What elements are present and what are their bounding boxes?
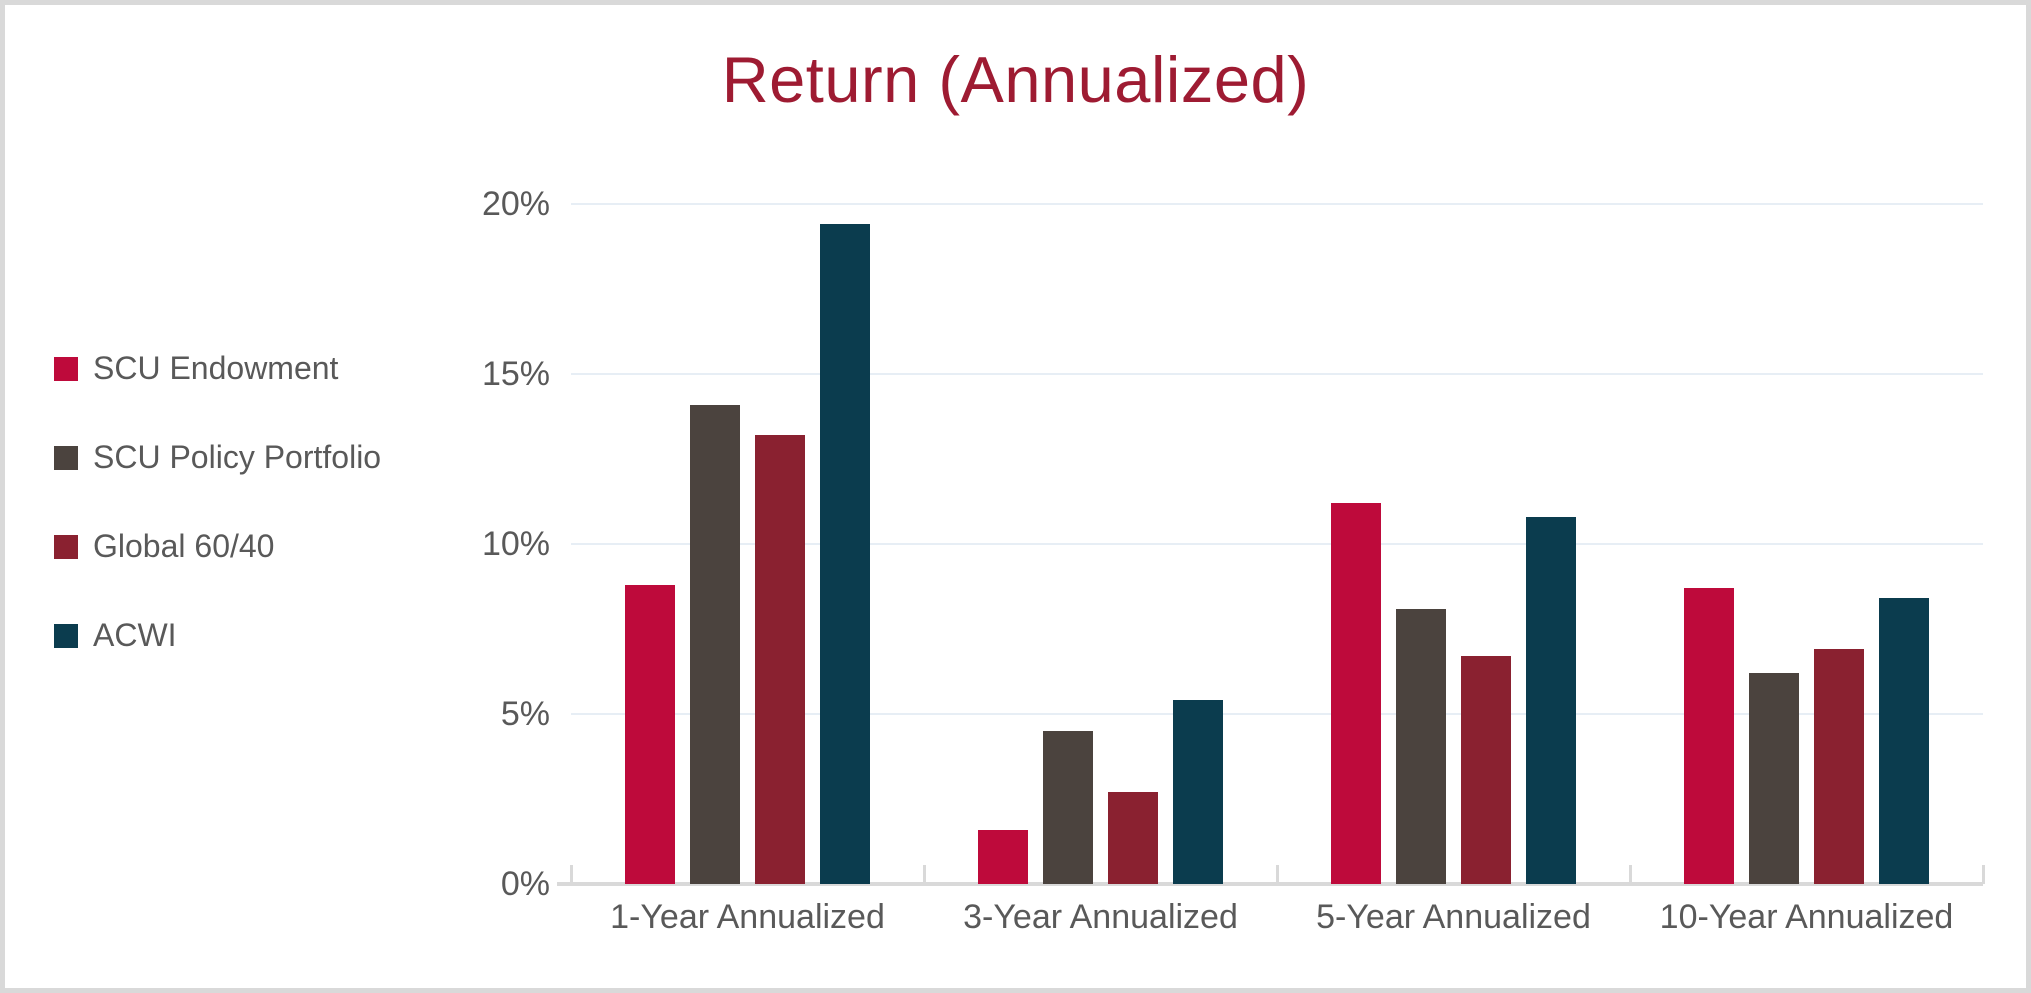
legend-label: ACWI [93, 617, 177, 653]
bar-global-60-40 [1461, 656, 1511, 884]
bar-scu-policy-portfolio [1749, 673, 1799, 884]
x-category-label: 5-Year Annualized [1316, 898, 1591, 936]
bar-acwi [820, 224, 870, 884]
y-tick-label: 5% [500, 695, 550, 733]
legend-label: Global 60/40 [93, 528, 275, 564]
axis-tick [922, 865, 926, 884]
x-category-label: 10-Year Annualized [1659, 898, 1954, 936]
y-tick-label: 10% [481, 525, 550, 563]
legend-label: SCU Policy Portfolio [93, 439, 382, 475]
legend-swatch [54, 445, 78, 470]
bar-global-60-40 [755, 435, 805, 884]
x-category-label: 3-Year Annualized [963, 898, 1238, 936]
legend-item-scu-policy-portfolio: SCU Policy Portfolio [54, 439, 381, 476]
y-tick-label: 20% [481, 185, 550, 223]
gridline [571, 203, 1983, 205]
legend-swatch [54, 623, 78, 648]
legend: SCU Endowment SCU Policy Portfolio Global … [54, 350, 381, 654]
bar-scu-endowment [1684, 588, 1734, 884]
bar-scu-endowment [978, 829, 1028, 884]
bar-acwi [1173, 700, 1223, 884]
axis-tick [1628, 865, 1632, 884]
legend-item-global-60-40: Global 60/40 [54, 528, 381, 565]
bar-scu-policy-portfolio [690, 404, 740, 884]
x-axis-line [557, 882, 1983, 886]
legend-item-scu-endowment: SCU Endowment [54, 350, 381, 387]
axis-tick [1981, 865, 1985, 884]
bar-acwi [1879, 598, 1929, 884]
bar-scu-endowment [625, 584, 675, 884]
bar-global-60-40 [1108, 792, 1158, 884]
bar-scu-policy-portfolio [1396, 608, 1446, 884]
axis-tick [569, 865, 573, 884]
y-tick-label: 15% [481, 355, 550, 393]
y-tick-label: 0% [500, 865, 550, 903]
bar-scu-policy-portfolio [1043, 731, 1093, 884]
legend-swatch [54, 534, 78, 559]
legend-swatch [54, 356, 78, 381]
legend-item-acwi: ACWI [54, 617, 381, 654]
plot-area [557, 203, 1985, 886]
x-category-label: 1-Year Annualized [610, 898, 885, 936]
bar-global-60-40 [1814, 649, 1864, 884]
gridline [571, 543, 1983, 545]
chart-title: Return (Annualized) [721, 43, 1310, 116]
axis-tick [1275, 865, 1279, 884]
bar-scu-endowment [1331, 503, 1381, 884]
gridline [571, 713, 1983, 715]
gridline [571, 373, 1983, 375]
bar-acwi [1526, 516, 1576, 884]
legend-label: SCU Endowment [93, 350, 339, 386]
